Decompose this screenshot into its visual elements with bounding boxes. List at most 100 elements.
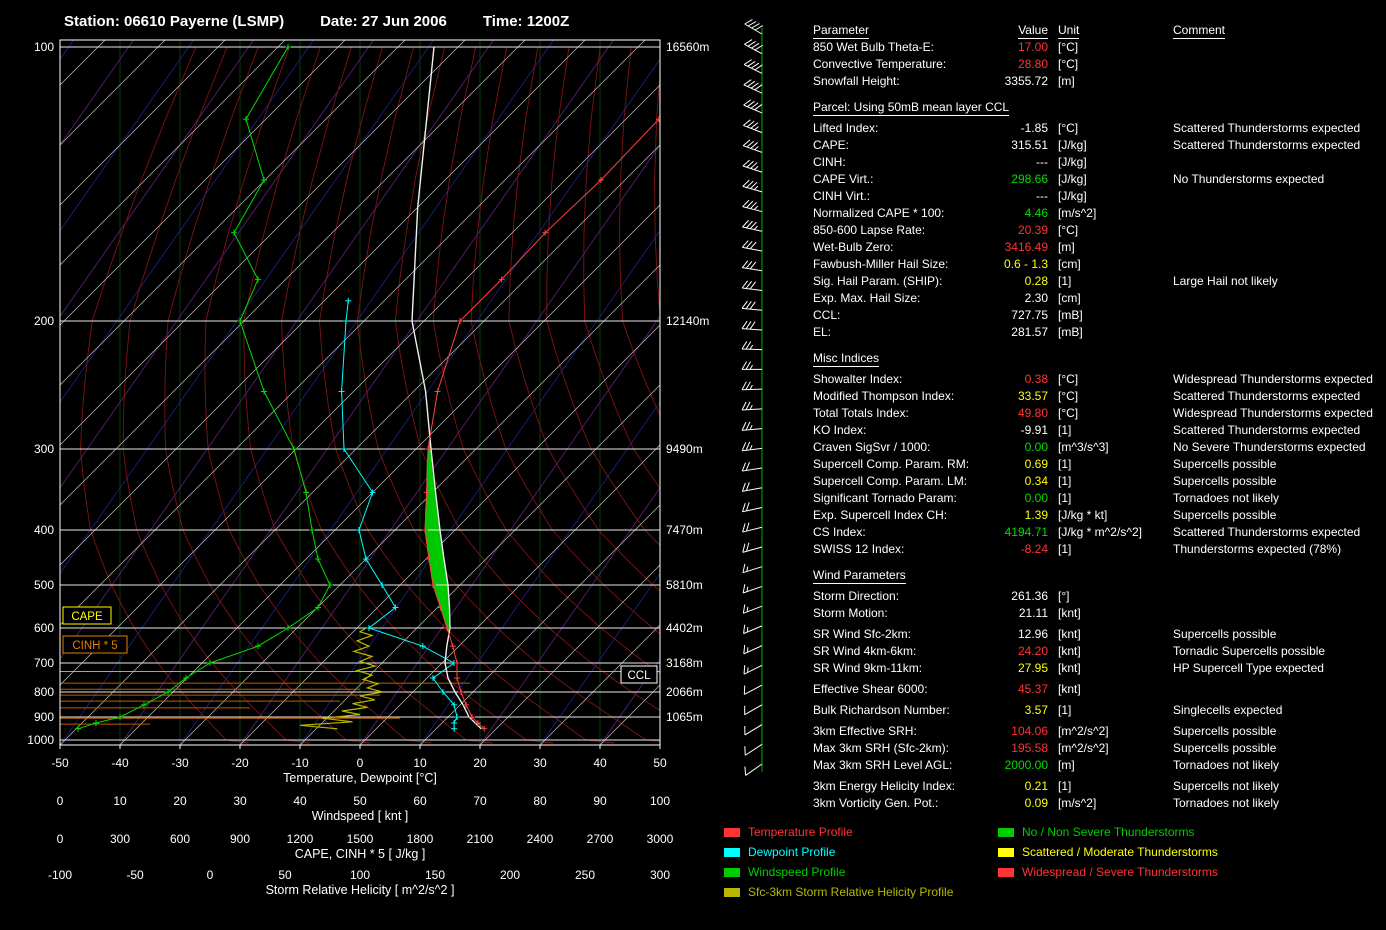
svg-text:Temperature, Dewpoint [°C]: Temperature, Dewpoint [°C] — [283, 771, 437, 785]
svg-text:1200: 1200 — [287, 832, 314, 846]
table-row: SR Wind Sfc-2km: 12.96 [knt] Supercells pos… — [813, 626, 1379, 643]
svg-text:9490m: 9490m — [666, 442, 703, 456]
param-value: 4194.71 — [1004, 525, 1048, 539]
param-unit: [°] — [1058, 589, 1070, 603]
ccl-label: CCL — [620, 665, 658, 684]
svg-text:900: 900 — [34, 710, 54, 724]
table-row: CCL: 727.75 [mB] — [813, 307, 1379, 324]
time-label: Time: 1200Z — [482, 13, 570, 30]
table-row: Snowfall Height: 3355.72 [m] — [813, 73, 1379, 90]
dry-adiabats — [80, 46, 660, 744]
param-comment: Supercells not likely — [1173, 779, 1280, 793]
param-comment — [1163, 188, 1379, 205]
param-unit: [knt] — [1058, 682, 1081, 696]
param-comment — [1163, 588, 1379, 605]
svg-text:2400: 2400 — [527, 832, 554, 846]
svg-text:20: 20 — [173, 794, 187, 808]
table-row: Total Totals Index: 49.80 [°C] Widespread T… — [813, 405, 1379, 422]
svg-text:200: 200 — [500, 868, 520, 882]
param-unit: [m] — [1058, 240, 1075, 254]
legend-item: Windspeed Profile — [724, 862, 953, 882]
param-unit: [cm] — [1058, 291, 1081, 305]
param-value: 195.58 — [1011, 741, 1048, 755]
legend-label: Dewpoint Profile — [748, 845, 836, 859]
cape-label: CAPE — [62, 606, 112, 625]
param-comment — [1163, 681, 1379, 698]
param-name: KO Index: — [813, 423, 867, 437]
svg-text:400: 400 — [34, 523, 54, 537]
svg-text:Storm Relative Helicity [ m^2: Storm Relative Helicity [ m^2/s^2 ] — [266, 883, 455, 897]
isobar-grid — [59, 39, 661, 746]
param-unit: [°C] — [1058, 40, 1079, 54]
param-unit: [1] — [1058, 779, 1072, 793]
param-value: 2000.00 — [1004, 758, 1048, 772]
param-name: EL: — [813, 325, 832, 339]
table-row: Modified Thompson Index: 33.57 [°C] Scatter… — [813, 388, 1379, 405]
legend-item: Widespread / Severe Thunderstorms — [998, 862, 1218, 882]
chart-title: Station: 06610 Payerne (LSMP) Date: 27 Ju… — [64, 13, 605, 30]
param-name: Convective Temperature: — [813, 57, 947, 71]
param-comment: Scattered Thunderstorms expected — [1173, 423, 1361, 437]
svg-text:-30: -30 — [171, 756, 189, 770]
param-value: --- — [1036, 189, 1048, 203]
param-comment: Supercells possible — [1173, 474, 1277, 488]
param-unit: [J/kg] — [1058, 155, 1087, 169]
svg-text:250: 250 — [575, 868, 595, 882]
svg-text:50: 50 — [353, 794, 367, 808]
table-row: Wet-Bulb Zero: 3416.49 [m] — [813, 239, 1379, 256]
param-comment: Widespread Thunderstorms expected — [1173, 406, 1373, 420]
param-comment: No Severe Thunderstorms expected — [1173, 440, 1366, 454]
windspeed-gridlines — [119, 40, 660, 745]
param-value: -8.24 — [1020, 542, 1048, 556]
svg-text:-50: -50 — [51, 756, 69, 770]
param-value: 0.34 — [1024, 474, 1048, 488]
svg-text:800: 800 — [34, 685, 54, 699]
svg-text:-100: -100 — [48, 868, 72, 882]
legend-label: Sfc-3km Storm Relative Helicity Profile — [748, 885, 954, 899]
param-unit: [°C] — [1058, 406, 1079, 420]
legend-item: Scattered / Moderate Thunderstorms — [998, 842, 1218, 862]
legend-label: Temperature Profile — [748, 825, 853, 839]
svg-text:Windspeed [ knt ]: Windspeed [ knt ] — [312, 809, 409, 823]
svg-text:70: 70 — [473, 794, 487, 808]
svg-text:150: 150 — [425, 868, 445, 882]
param-value: 104.06 — [1011, 724, 1048, 738]
legend-label: No / Non Severe Thunderstorms — [1022, 825, 1195, 839]
svg-text:1065m: 1065m — [666, 710, 703, 724]
legend-swatch — [998, 847, 1014, 857]
param-name: Storm Direction: — [813, 589, 900, 603]
svg-text:200: 200 — [34, 314, 54, 328]
param-name: 3km Energy Helicity Index: — [813, 779, 956, 793]
param-comment: No Thunderstorms expected — [1173, 172, 1325, 186]
svg-text:40: 40 — [293, 794, 307, 808]
param-value: 3.57 — [1024, 703, 1048, 717]
param-name: Max 3km SRH Level AGL: — [813, 758, 953, 772]
svg-text:-10: -10 — [291, 756, 309, 770]
param-value: 315.51 — [1011, 138, 1048, 152]
cape-cinh-lines — [60, 682, 470, 725]
param-value: 20.39 — [1017, 223, 1048, 237]
param-unit: [J/kg * m^2/s^2] — [1058, 525, 1142, 539]
param-value: 3355.72 — [1004, 74, 1048, 88]
param-value: 0.21 — [1024, 779, 1048, 793]
svg-text:-40: -40 — [111, 756, 129, 770]
param-unit: [1] — [1058, 703, 1072, 717]
svg-text:7470m: 7470m — [666, 523, 703, 537]
param-comment — [1163, 154, 1379, 171]
param-value: 1.39 — [1024, 508, 1048, 522]
param-value: 727.75 — [1011, 308, 1048, 322]
param-unit: [m/s^2] — [1058, 206, 1097, 220]
param-name: Exp. Max. Hail Size: — [813, 291, 921, 305]
svg-text:100: 100 — [34, 40, 54, 54]
param-unit: [knt] — [1058, 661, 1081, 675]
parcel-curve — [411, 46, 482, 730]
param-name: Fawbush-Miller Hail Size: — [813, 257, 949, 271]
param-comment — [1163, 256, 1379, 273]
svg-text:CINH * 5: CINH * 5 — [72, 640, 117, 652]
svg-text:90: 90 — [593, 794, 607, 808]
param-unit: [1] — [1058, 474, 1072, 488]
param-comment: Widespread Thunderstorms expected — [1173, 372, 1373, 386]
param-unit: [knt] — [1058, 627, 1081, 641]
param-name: CS Index: — [813, 525, 866, 539]
